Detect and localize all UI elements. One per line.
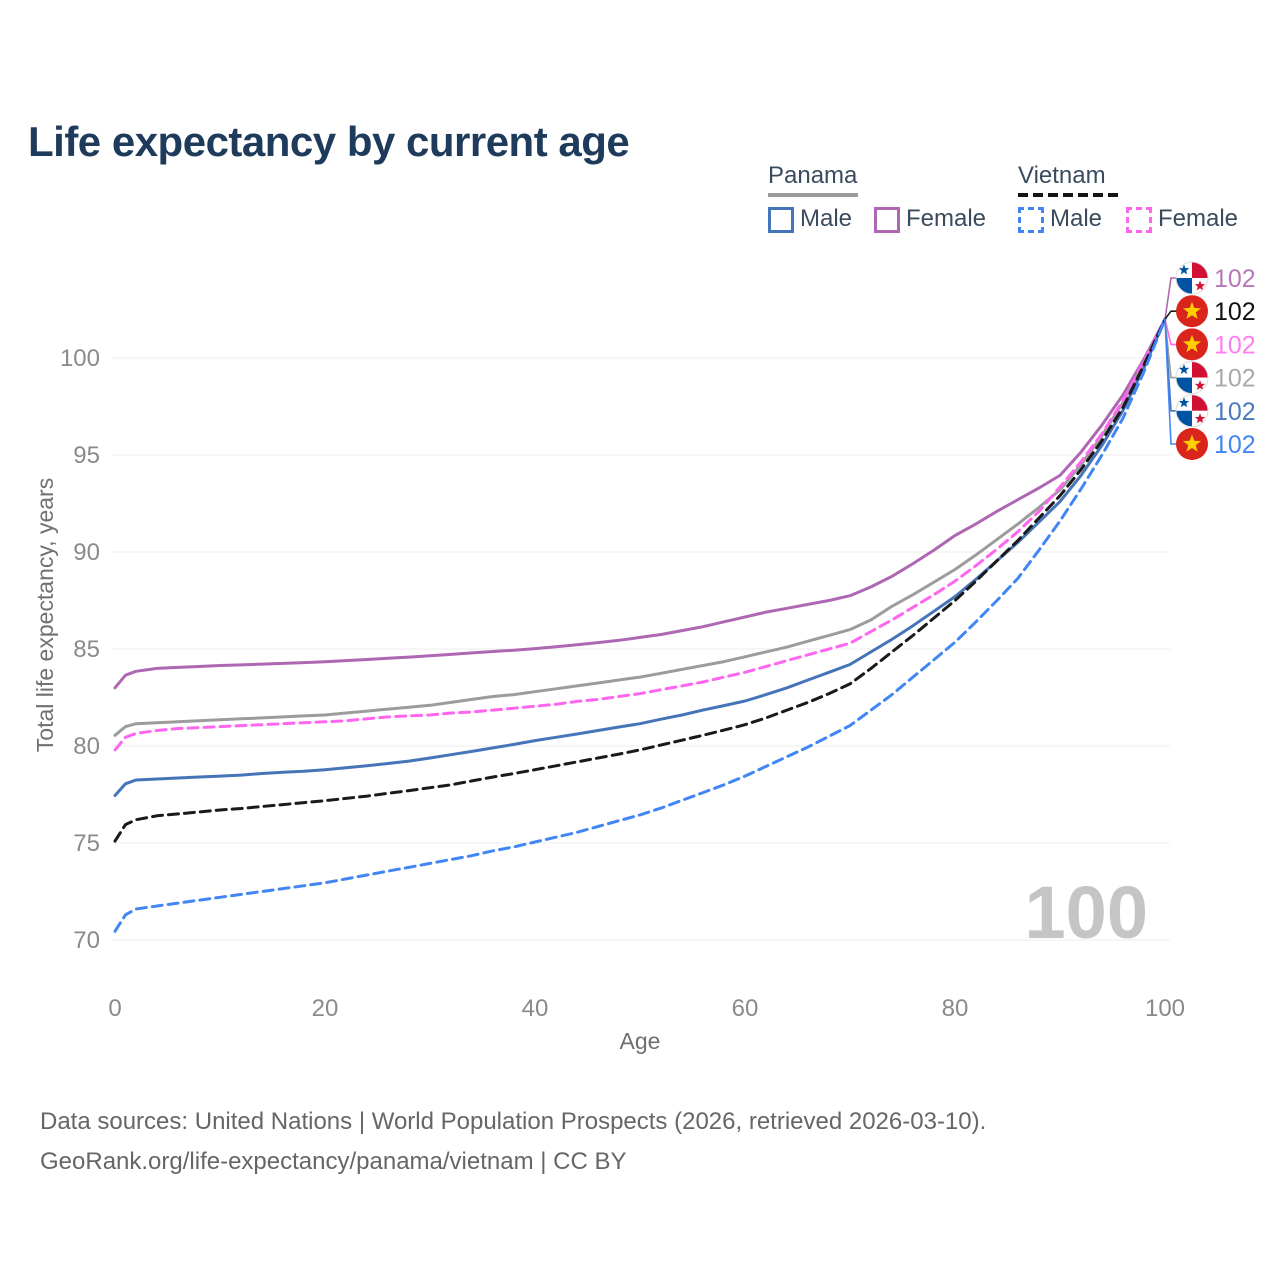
- x-tick-label: 40: [522, 995, 549, 1022]
- panama-blue-star: [1178, 364, 1190, 375]
- panama-solid-line-sample: [768, 193, 858, 197]
- vietnam-male-swatch[interactable]: [1018, 207, 1044, 233]
- x-tick-label: 20: [312, 995, 339, 1022]
- x-tick-label: 100: [1145, 995, 1185, 1022]
- page-title: Life expectancy by current age: [28, 118, 630, 166]
- y-tick-label: 70: [73, 927, 100, 954]
- legend-label-vietnam-female[interactable]: Female: [1158, 205, 1239, 232]
- legend-group-panama[interactable]: Panama: [768, 162, 858, 189]
- panama-blue-star: [1178, 264, 1190, 275]
- vietnam-dashed-line-sample: [1018, 193, 1118, 197]
- x-tick-label: 60: [732, 995, 759, 1022]
- series-vietnam-male[interactable]: [113, 317, 1167, 933]
- series-panama-total[interactable]: [113, 317, 1167, 737]
- end-value-label: 102: [1214, 265, 1256, 293]
- end-value-label: 102: [1214, 331, 1256, 359]
- panama-red-star: [1194, 280, 1206, 291]
- end-label-leader-line: [1164, 310, 1177, 320]
- end-label-leader-line: [1164, 319, 1177, 445]
- data-sources-line: Data sources: United Nations | World Pop…: [40, 1108, 987, 1135]
- legend-group-vietnam[interactable]: Vietnam: [1018, 162, 1106, 189]
- y-tick-label: 80: [73, 733, 100, 760]
- x-tick-label: 0: [108, 995, 121, 1022]
- x-axis-title: Age: [619, 1028, 661, 1054]
- y-tick-label: 100: [60, 345, 100, 372]
- end-value-label: 102: [1214, 398, 1256, 426]
- flag-icon-vietnam: [1176, 428, 1208, 460]
- panama-female-swatch[interactable]: [874, 207, 900, 233]
- y-axis-title: Total life expectancy, years: [32, 477, 58, 753]
- y-tick-label: 90: [73, 539, 100, 566]
- vietnam-flag-star: [1182, 301, 1202, 319]
- hovered-age-watermark: 100: [1024, 871, 1148, 954]
- legend-label-panama-male[interactable]: Male: [800, 205, 853, 232]
- series-vietnam-total[interactable]: [113, 317, 1167, 843]
- attribution-line: GeoRank.org/life-expectancy/panama/vietn…: [40, 1148, 627, 1175]
- panama-red-star: [1194, 413, 1206, 424]
- flag-icon-vietnam: [1176, 295, 1208, 328]
- legend-label-panama-female[interactable]: Female: [906, 205, 987, 232]
- vietnam-flag-star: [1182, 434, 1202, 452]
- series-panama-female[interactable]: [113, 317, 1167, 690]
- panama-red-star: [1194, 380, 1206, 391]
- end-label-leader-line: [1164, 319, 1177, 346]
- y-tick-label: 75: [73, 830, 100, 857]
- flag-icon-panama: [1175, 394, 1209, 428]
- flag-icon-panama: [1175, 261, 1209, 295]
- series-vietnam-female[interactable]: [113, 317, 1167, 752]
- x-tick-label: 80: [942, 995, 969, 1022]
- panama-blue-star: [1178, 397, 1190, 408]
- y-tick-label: 95: [73, 442, 100, 469]
- panama-male-swatch[interactable]: [768, 207, 794, 233]
- end-value-label: 102: [1214, 365, 1256, 393]
- flag-icon-vietnam: [1176, 328, 1208, 361]
- legend-label-vietnam-male[interactable]: Male: [1050, 205, 1103, 232]
- panama-flag-ring: [1175, 261, 1209, 295]
- end-value-label: 102: [1214, 298, 1256, 326]
- flag-icon-panama: [1175, 361, 1209, 395]
- panama-flag-ring: [1175, 394, 1209, 428]
- end-value-label: 102: [1214, 431, 1256, 459]
- vietnam-female-swatch[interactable]: [1126, 207, 1152, 233]
- vietnam-flag-star: [1182, 334, 1202, 353]
- end-label-leader-line: [1164, 277, 1177, 320]
- panama-flag-ring: [1175, 361, 1209, 395]
- y-tick-label: 85: [73, 636, 100, 663]
